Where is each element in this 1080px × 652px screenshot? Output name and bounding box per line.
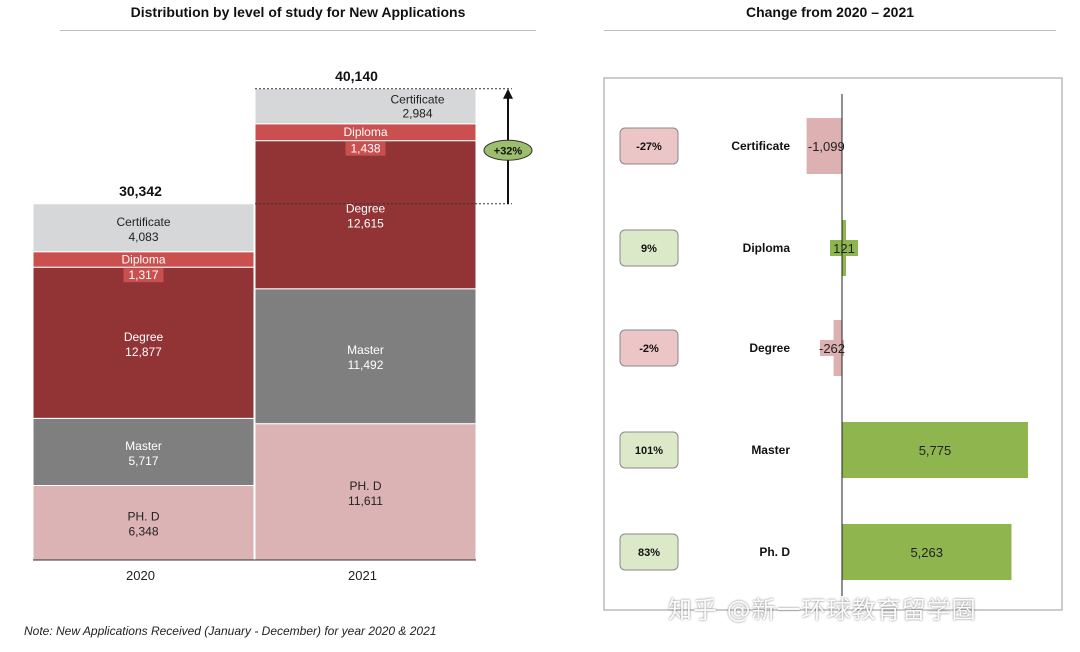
change-value-diploma: 121 xyxy=(833,241,855,256)
percent-label-degree: -2% xyxy=(639,343,659,355)
growth-arrow-head xyxy=(503,88,513,99)
change-value-certificate: -1,099 xyxy=(808,139,845,154)
segment-label-certificate-2020: Certificate xyxy=(116,215,170,229)
category-label-diploma: Diploma xyxy=(743,241,791,255)
percent-label-certificate: -27% xyxy=(636,141,662,153)
stack-segment-degree-2021 xyxy=(254,140,477,290)
change-bar-chart: -1,099 Certificate -27% 121 Diploma 9% -262 Deg… xyxy=(603,77,1063,611)
segment-label-master-2020: Master xyxy=(125,439,162,453)
growth-badge-label: +32% xyxy=(494,145,523,157)
segment-value-degree-2021: 12,615 xyxy=(347,217,384,231)
segment-value-diploma-2021: 1,438 xyxy=(350,142,380,156)
segment-label-degree-2021: Degree xyxy=(346,202,386,216)
percent-badge-certificate xyxy=(619,127,679,165)
change-bar-certificate xyxy=(806,118,842,174)
percent-label-diploma: 9% xyxy=(641,243,657,255)
footnote: Note: New Applications Received (January… xyxy=(24,624,437,638)
segment-label-diploma-2020: Diploma xyxy=(121,252,165,266)
percent-label-ph-d: 83% xyxy=(638,547,660,559)
left-title-rule xyxy=(60,30,536,31)
segment-value-degree-2020: 12,877 xyxy=(125,345,162,359)
percent-badge-diploma xyxy=(619,229,679,267)
segment-label-diploma-2021: Diploma xyxy=(343,125,387,139)
segment-value-certificate-2021: 2,984 xyxy=(402,106,432,120)
category-label-certificate: Certificate xyxy=(731,139,790,153)
percent-label-master: 101% xyxy=(635,445,663,457)
stacked-bar-chart: PH. D6,348Master5,717Degree12,877Diploma… xyxy=(32,68,533,583)
change-value-box-degree xyxy=(820,340,844,356)
segment-label-certificate-2021: Certificate xyxy=(390,92,444,106)
stack-segment-phd-2021 xyxy=(254,423,477,561)
watermark-text: 知乎 @新一环球教育留学圈 xyxy=(668,596,977,624)
segment-value-diploma-2020: 1,317 xyxy=(128,268,158,282)
percent-badge-degree xyxy=(619,329,679,367)
right-title-rule xyxy=(604,30,1056,31)
category-label-degree: Degree xyxy=(749,341,790,355)
segment-label-degree-2020: Degree xyxy=(124,330,164,344)
segment-value-phd-2021: 11,611 xyxy=(348,494,383,508)
segment-value-master-2020: 5,717 xyxy=(128,454,158,468)
change-bar-ph-d xyxy=(842,524,1012,580)
x-tick-2021: 2021 xyxy=(348,568,377,583)
change-value-ph-d: 5,263 xyxy=(910,545,943,560)
change-value-master: 5,775 xyxy=(919,443,952,458)
segment-value-phd-2020: 6,348 xyxy=(128,525,158,539)
category-label-ph-d: Ph. D xyxy=(759,545,790,559)
stack-segment-phd-2020 xyxy=(32,484,255,561)
change-bar-master xyxy=(842,422,1028,478)
segment-value-certificate-2020: 4,083 xyxy=(128,230,158,244)
change-value-degree: -262 xyxy=(819,341,845,356)
segment-value-box-diploma-2020 xyxy=(123,268,164,283)
segment-label-phd-2020: PH. D xyxy=(127,510,159,524)
percent-badge-ph-d xyxy=(619,533,679,571)
change-value-box-diploma xyxy=(830,240,858,256)
segment-value-master-2021: 11,492 xyxy=(348,358,384,372)
stack-segment-certificate-2021 xyxy=(254,88,477,125)
segment-label-master-2021: Master xyxy=(347,343,384,357)
segment-value-box-diploma-2021 xyxy=(345,141,386,156)
total-label-2021: 40,140 xyxy=(335,68,378,84)
left-chart-title: Distribution by level of study for New A… xyxy=(130,4,466,20)
stack-segment-master-2020 xyxy=(32,417,255,486)
percent-badge-master xyxy=(619,431,679,469)
total-label-2020: 30,342 xyxy=(119,183,162,199)
stack-segment-degree-2020 xyxy=(32,266,255,419)
segment-label-phd-2021: PH. D xyxy=(349,479,381,493)
stack-segment-certificate-2020 xyxy=(32,203,255,253)
category-label-master: Master xyxy=(751,443,790,457)
x-tick-2020: 2020 xyxy=(126,568,155,583)
growth-badge xyxy=(483,139,533,161)
right-chart-title: Change from 2020 – 2021 xyxy=(745,4,915,20)
